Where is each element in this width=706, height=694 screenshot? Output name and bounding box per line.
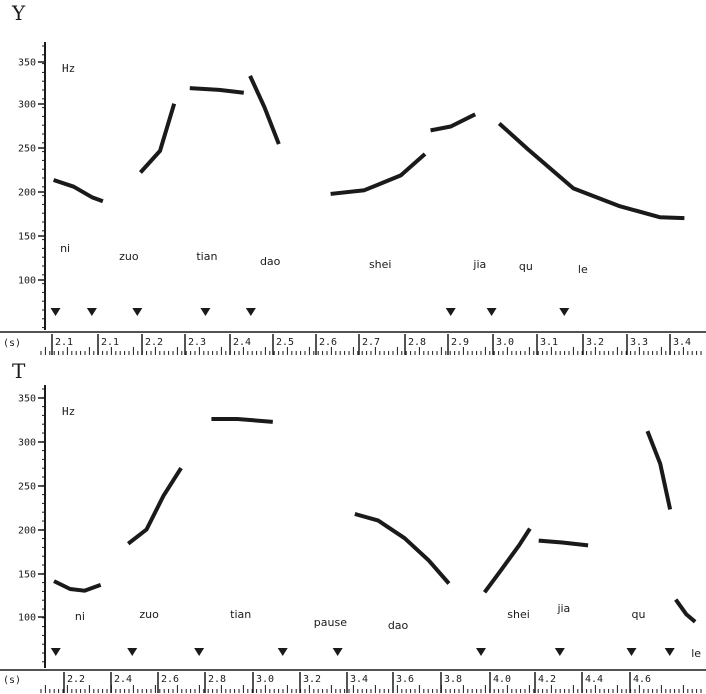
- panel-y: Y 350 300 250 200 150 100 Hz (s) 2.1 2.1 2.2 2.3 2.4 2…: [0, 1, 706, 355]
- syllable-label: le: [691, 647, 701, 660]
- syllable-label: shei: [507, 608, 530, 621]
- syllable-label: jia: [472, 258, 486, 271]
- y-tick-label: 150: [18, 232, 36, 243]
- y-tick-label: 350: [18, 394, 36, 405]
- syllable-label: dao: [388, 619, 409, 632]
- pitch-contour-segment: [354, 512, 451, 585]
- pitch-contour-segment: [645, 430, 673, 510]
- syllable-label: shei: [369, 258, 392, 271]
- x-tick-label: 3.6: [396, 674, 414, 685]
- pitch-contour-segment: [53, 579, 102, 593]
- y-tick-label: 250: [18, 144, 36, 155]
- pitch-contour-segment: [674, 598, 697, 624]
- x-tick-label: 4.2: [538, 674, 556, 685]
- boundary-marker: [50, 308, 61, 316]
- x-tick-label: 3.0: [256, 674, 274, 685]
- x-tick-label: 2.2: [145, 337, 163, 348]
- x-tick-label: 2.3: [188, 337, 206, 348]
- x-tick-label: 3.1: [540, 337, 558, 348]
- x-tick-label: 3.3: [630, 337, 648, 348]
- y-tick-label: 300: [18, 100, 36, 111]
- x-tick-label: 3.2: [586, 337, 604, 348]
- x-tick-label: 2.9: [451, 337, 469, 348]
- syllable-label: pause: [314, 616, 347, 629]
- x-tick-label: 3.4: [673, 337, 691, 348]
- y-tick-label: 150: [18, 570, 36, 581]
- pitch-contour-segment: [211, 417, 273, 424]
- pitch-contour-segment: [483, 527, 532, 594]
- x-tick-label: 2.1: [101, 337, 119, 348]
- boundary-marker: [664, 648, 675, 656]
- x-tick-label: 2.6: [319, 337, 337, 348]
- x-axis-unit-label: (s): [3, 675, 21, 686]
- x-tick-label: 3.0: [496, 337, 514, 348]
- y-tick-label: 250: [18, 482, 36, 493]
- syllable-label: zuo: [119, 250, 139, 263]
- syllable-label: qu: [632, 608, 646, 621]
- y-axis-unit-label: Hz: [62, 62, 75, 75]
- x-tick-label: 2.1: [55, 337, 73, 348]
- pitch-contour-segment: [189, 86, 245, 95]
- syllable-label: ni: [60, 242, 70, 255]
- panel-letter: Y: [11, 1, 26, 25]
- syllable-label: zuo: [139, 608, 159, 621]
- y-tick-label: 350: [18, 58, 36, 69]
- syllable-label: le: [578, 263, 588, 276]
- x-tick-label: 2.8: [208, 674, 226, 685]
- boundary-marker: [554, 648, 565, 656]
- boundary-marker: [486, 308, 497, 316]
- boundary-marker: [332, 648, 343, 656]
- boundary-marker: [200, 308, 211, 316]
- pitch-contour-segment: [138, 103, 177, 174]
- syllable-label: qu: [519, 260, 533, 273]
- x-tick-label: 2.6: [161, 674, 179, 685]
- boundary-marker: [50, 648, 61, 656]
- boundary-marker: [194, 648, 205, 656]
- y-tick-label: 100: [18, 276, 36, 287]
- x-tick-label: 2.2: [67, 674, 85, 685]
- x-axis-unit-label: (s): [3, 338, 21, 349]
- y-tick-label: 100: [18, 613, 36, 624]
- x-tick-label: 2.8: [408, 337, 426, 348]
- x-tick-label: 3.2: [303, 674, 321, 685]
- panel-t: T 350 300 250 200 150 100 Hz (s) 2.2 2.4 2.6 2.8 3.0 3…: [0, 359, 706, 693]
- boundary-marker: [476, 648, 486, 656]
- boundary-marker: [277, 648, 288, 656]
- pitch-contour-segment: [330, 152, 427, 196]
- y-tick-label: 200: [18, 526, 36, 537]
- panel-letter: T: [12, 359, 26, 383]
- y-tick-label: 200: [18, 188, 36, 199]
- x-tick-label: 4.6: [633, 674, 651, 685]
- x-tick-label: 3.4: [350, 674, 368, 685]
- syllable-label: dao: [260, 255, 281, 268]
- syllable-label: jia: [556, 602, 570, 615]
- pitch-contour-segment: [538, 538, 589, 548]
- boundary-marker: [127, 648, 138, 656]
- boundary-marker: [626, 648, 637, 656]
- pitch-contour-segment: [497, 121, 685, 221]
- syllable-label: tian: [230, 608, 251, 621]
- x-tick-label: 4.0: [493, 674, 511, 685]
- x-tick-label: 3.8: [444, 674, 462, 685]
- pitch-contour-segment: [126, 467, 183, 546]
- x-tick-label: 2.4: [114, 674, 132, 685]
- x-tick-label: 4.4: [585, 674, 603, 685]
- pitch-contour-segment: [52, 178, 104, 204]
- boundary-marker: [445, 308, 456, 316]
- x-tick-label: 2.7: [362, 337, 380, 348]
- syllable-label: ni: [75, 610, 85, 623]
- boundary-marker: [245, 308, 256, 316]
- x-tick-label: 2.5: [276, 337, 294, 348]
- boundary-marker: [132, 308, 143, 316]
- pitch-contour-segment: [248, 75, 281, 145]
- y-axis-unit-label: Hz: [62, 405, 75, 418]
- boundary-marker: [86, 308, 97, 316]
- pitch-contour-segment: [430, 112, 477, 133]
- syllable-label: tian: [196, 250, 217, 263]
- y-tick-label: 300: [18, 438, 36, 449]
- x-tick-label: 2.4: [233, 337, 251, 348]
- boundary-marker: [559, 308, 570, 316]
